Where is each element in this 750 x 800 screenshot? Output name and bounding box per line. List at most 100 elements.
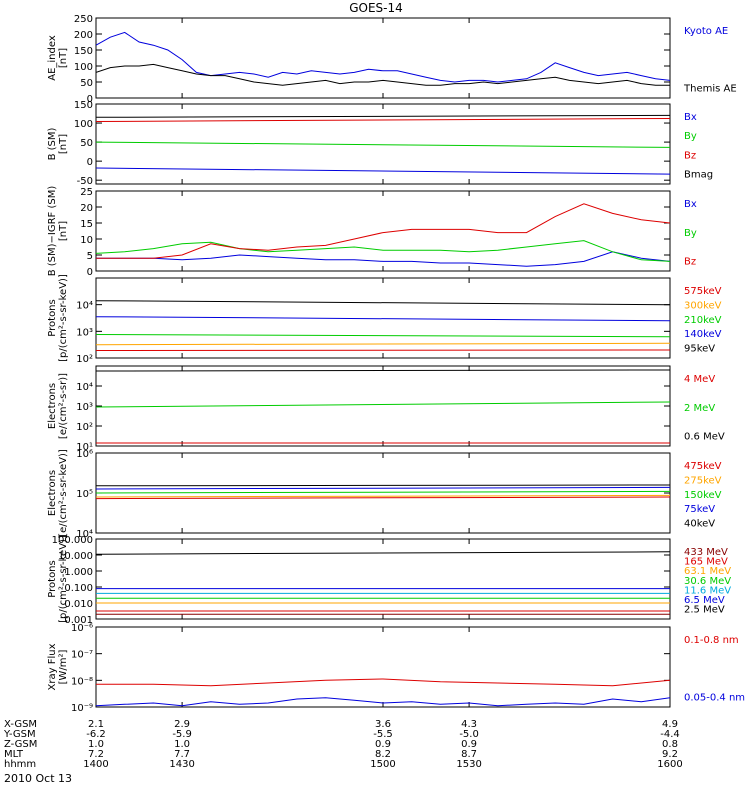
x-axis-value: 1600 — [657, 759, 682, 770]
legend-entry: Bmag — [684, 170, 713, 181]
y-axis-label: Protons[p/(cm²-s-sr-keV)] — [47, 535, 69, 623]
y-tick-label: 200 — [74, 30, 93, 41]
y-tick-label: 15 — [80, 219, 93, 230]
series-line-bz — [96, 203, 670, 259]
x-axis-value: 7.2 — [88, 749, 104, 760]
y-axis-label: B (SM)−IGRF (SM)[nT] — [47, 186, 69, 277]
y-tick-label: 10⁶ — [76, 449, 93, 460]
x-axis-value: 1.0 — [174, 739, 190, 750]
legend-entry: 210keV — [684, 315, 722, 326]
legend-entry: 2 MeV — [684, 403, 715, 414]
y-tick-label: 100.000 — [52, 535, 93, 546]
y-tick-label: 10⁴ — [76, 301, 93, 312]
series-line-150kev — [96, 490, 670, 494]
panel-protons_mev: 0.001 0.010 0.100 1.000 10.000 100.000Protons… — [47, 535, 731, 626]
x-axis-value: 1430 — [169, 759, 194, 770]
y-tick-label: 50 — [80, 138, 93, 149]
legend-entry: Themis AE — [683, 84, 737, 95]
legend-entry: 0.05-0.4 nm — [684, 693, 745, 704]
x-axis-table: X-GSM 2.1 2.9 3.6 4.3 4.9 Y-GSM -6.2 -5.9 -5.5 -5.… — [3, 719, 683, 770]
x-axis-value: -5.5 — [373, 729, 393, 740]
series-line-themis-ae — [96, 63, 670, 86]
series-line-bx — [96, 251, 670, 267]
y-tick-label: 20 — [80, 203, 93, 214]
x-axis-value: 1.0 — [88, 739, 104, 750]
y-tick-label: 0.001 — [64, 615, 93, 626]
x-axis-value: 1530 — [456, 759, 481, 770]
y-axis-label: B (SM)[nT] — [47, 127, 69, 160]
panel-electrons_mev: 10¹ 10² 10³ 10⁴ Electrons[e/(cm²-s-sr)] 4 MeV… — [47, 365, 725, 453]
series-line-300kev — [96, 342, 670, 346]
legend-entry: Bx — [684, 199, 697, 210]
y-tick-label: 10¹ — [76, 442, 93, 453]
series-line-bx — [96, 167, 670, 175]
legend-entry: 0.1-0.8 nm — [684, 635, 739, 646]
x-axis-value: 3.6 — [375, 719, 391, 730]
date-label: 2010 Oct 13 — [4, 772, 72, 785]
x-axis-value: 7.7 — [174, 749, 190, 760]
chart-title: GOES-14 — [349, 1, 403, 15]
legend-entry: 75keV — [684, 504, 715, 515]
y-tick-label: 1.000 — [64, 567, 93, 578]
y-axis-label: Electrons[e/(cm²-s-sr-keV)] — [47, 449, 69, 537]
y-tick-label: 10⁻⁶ — [71, 623, 93, 634]
legend-entry: 275keV — [684, 475, 722, 486]
x-axis-row-label: Z-GSM — [4, 739, 37, 750]
x-axis-value: 1500 — [370, 759, 395, 770]
legend-entry: By — [684, 131, 697, 142]
panel-frame — [95, 626, 671, 708]
legend-entry: 165 MeV — [684, 557, 728, 568]
x-axis-row-label: hhmm — [4, 759, 36, 770]
series-line-210kev — [96, 334, 670, 338]
x-axis-row-label: X-GSM — [4, 719, 37, 730]
y-axis-label: Electrons[e/(cm²-s-sr)] — [47, 373, 69, 439]
y-axis-label: AE_index[nT] — [47, 35, 69, 81]
y-tick-label: 150 — [74, 100, 93, 111]
legend-entry: Bz — [684, 150, 696, 161]
legend-entry: Bx — [684, 112, 697, 123]
y-tick-label: 10³ — [76, 402, 93, 413]
series-line-475kev — [96, 496, 670, 500]
y-tick-label: 10² — [76, 354, 93, 365]
panel-ae: 0 50 100 150 200 250 AE_index[nT] Kyoto AE Themi… — [47, 14, 737, 105]
y-axis-label: Protons[p/(cm²-s-sr-keV)] — [47, 274, 69, 362]
x-axis-value: 2.9 — [174, 719, 190, 730]
legend-entry: 40keV — [684, 519, 715, 530]
legend-entry: Kyoto AE — [684, 26, 728, 37]
panel-protons: 10² 10³ 10⁴ Protons[p/(cm²-s-sr-keV)] 575keV… — [47, 274, 722, 365]
x-axis-row-label: Y-GSM — [3, 729, 36, 740]
legend-entry: 140keV — [684, 329, 722, 340]
panel-frame — [95, 17, 671, 99]
y-tick-label: 5 — [87, 251, 93, 262]
x-axis-value: 2.1 — [88, 719, 104, 730]
legend-entry: 30.6 MeV — [684, 576, 731, 587]
y-tick-label: 150 — [74, 46, 93, 57]
x-axis-value: 0.9 — [461, 739, 477, 750]
y-tick-label: 250 — [74, 14, 93, 25]
legend-entry: 95keV — [684, 344, 715, 355]
legend-entry: 300keV — [684, 300, 722, 311]
series-line-40kev — [96, 484, 670, 487]
x-axis-value: 0.9 — [375, 739, 391, 750]
legend-entry: 4 MeV — [684, 374, 715, 385]
panel-frame — [95, 190, 671, 272]
y-tick-label: 10⁻⁸ — [71, 676, 93, 687]
x-axis-value: -4.4 — [660, 729, 680, 740]
series-line-by — [96, 141, 670, 148]
y-tick-label: 10⁵ — [76, 489, 93, 500]
series-line-275kev — [96, 494, 670, 498]
legend-entry: 2.5 MeV — [684, 605, 725, 616]
panel-bdiff: 0 5 10 15 20 25 B (SM)−IGRF (SM)[nT] Bx By Bz — [47, 186, 697, 278]
x-axis-value: 0.8 — [662, 739, 678, 750]
y-tick-label: 50 — [80, 78, 93, 89]
y-tick-label: 25 — [80, 187, 93, 198]
legend-entry: 475keV — [684, 461, 722, 472]
y-tick-label: 10⁴ — [76, 529, 93, 540]
y-tick-label: 0 — [87, 94, 93, 105]
series-line-140kev — [96, 316, 670, 322]
series-line-bmag — [96, 114, 670, 118]
x-axis-value: -5.9 — [172, 729, 192, 740]
legend-entry: 6.5 MeV — [684, 595, 725, 606]
